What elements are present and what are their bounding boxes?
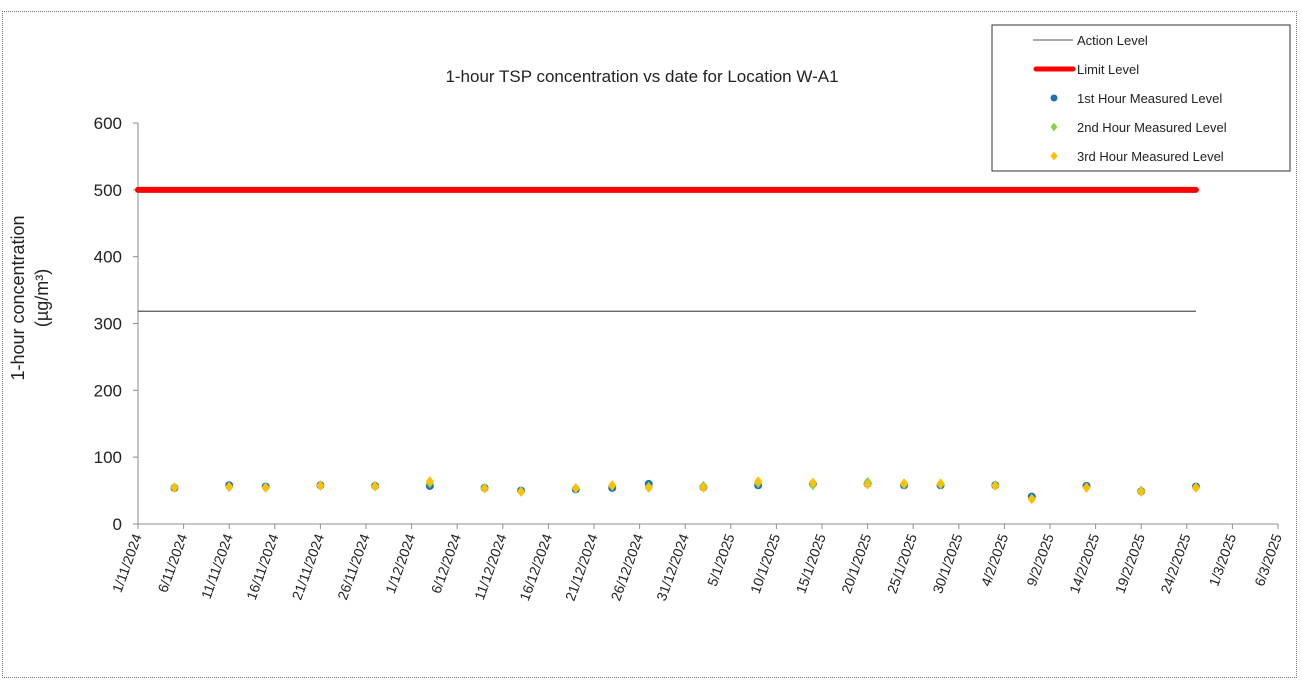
data-point [808, 477, 817, 488]
data-point [644, 482, 653, 493]
data-point [371, 481, 380, 492]
data-point [900, 478, 909, 489]
series-3-points [170, 476, 1200, 505]
y-tick-label: 300 [94, 315, 122, 334]
legend-box [991, 24, 1291, 172]
data-point [425, 476, 434, 487]
x-tick-label: 16/12/2024 [516, 531, 555, 603]
data-point [1137, 486, 1146, 497]
legend-marker-swatch [1050, 122, 1058, 132]
chart-frame [2, 11, 1297, 678]
legend-label: 3rd Hour Measured Level [1077, 149, 1224, 164]
x-tick-label: 24/2/2025 [1157, 531, 1193, 595]
data-point [863, 479, 872, 490]
data-point [1082, 482, 1091, 493]
data-point [170, 482, 179, 493]
legend-layer: Action Level Limit Level 1st Hour Measured… [991, 24, 1291, 172]
data-point [1191, 482, 1200, 493]
y-tick-label: 200 [94, 381, 122, 400]
data-point [1027, 494, 1036, 505]
legend-label: Limit Level [1077, 62, 1139, 77]
y-tick-label: 600 [94, 114, 122, 133]
data-point [571, 482, 580, 493]
x-tick-label: 15/1/2025 [792, 531, 828, 595]
x-tick-label: 9/2/2025 [1023, 531, 1057, 588]
series-2-points [170, 476, 1200, 504]
chart-title: 1-hour TSP concentration vs date for Loc… [445, 67, 838, 86]
data-point [261, 482, 270, 493]
legend-label: 2nd Hour Measured Level [1077, 120, 1227, 135]
x-tick-label: 4/2/2025 [978, 531, 1012, 588]
y-axis-title: 1-hour concentration [8, 215, 28, 380]
data-point [608, 480, 617, 491]
x-tick-label: 6/12/2024 [428, 531, 464, 595]
y-tick-label: 100 [94, 448, 122, 467]
data-point [754, 476, 763, 487]
data-point [991, 480, 1000, 491]
series-1-points [170, 479, 1200, 501]
x-tick-label: 11/12/2024 [471, 531, 510, 602]
legend-label: 1st Hour Measured Level [1077, 91, 1222, 106]
data-point [480, 483, 489, 494]
x-tick-label: 11/11/2024 [198, 531, 236, 601]
x-tick-label: 26/11/2024 [334, 531, 373, 602]
data-point [517, 486, 526, 497]
y-axis-unit: (µg/m³) [32, 269, 52, 327]
x-tick-label: 1/12/2024 [382, 531, 418, 595]
x-tick-label: 1/11/2024 [109, 531, 145, 594]
legend-marker-swatch [1050, 151, 1058, 161]
x-tick-label: 31/12/2024 [653, 531, 692, 603]
y-tick-label: 500 [94, 181, 122, 200]
x-tick-label: 6/3/2025 [1251, 531, 1285, 588]
x-tick-label: 16/11/2024 [243, 531, 282, 602]
data-point [316, 480, 325, 491]
x-tick-label: 20/1/2025 [838, 531, 874, 595]
x-tick-label: 5/1/2025 [704, 531, 738, 588]
x-tick-label: 19/2/2025 [1112, 531, 1148, 595]
data-point [225, 481, 234, 492]
x-tick-label: 10/1/2025 [747, 531, 783, 595]
data-point [936, 478, 945, 489]
x-tick-label: 14/2/2025 [1066, 531, 1102, 595]
x-tick-label: 21/12/2024 [562, 531, 601, 603]
x-tick-label: 6/11/2024 [154, 531, 190, 594]
x-tick-label: 1/3/2025 [1206, 531, 1240, 588]
legend-label: Action Level [1077, 33, 1148, 48]
x-tick-label: 26/12/2024 [607, 531, 646, 603]
data-point [699, 482, 708, 493]
x-tick-label: 21/11/2024 [289, 531, 328, 602]
x-tick-label: 30/1/2025 [929, 531, 965, 595]
y-tick-label: 400 [94, 248, 122, 267]
x-tick-label: 25/1/2025 [884, 531, 920, 595]
y-tick-label: 0 [113, 515, 122, 534]
legend-marker-swatch [1050, 94, 1058, 102]
